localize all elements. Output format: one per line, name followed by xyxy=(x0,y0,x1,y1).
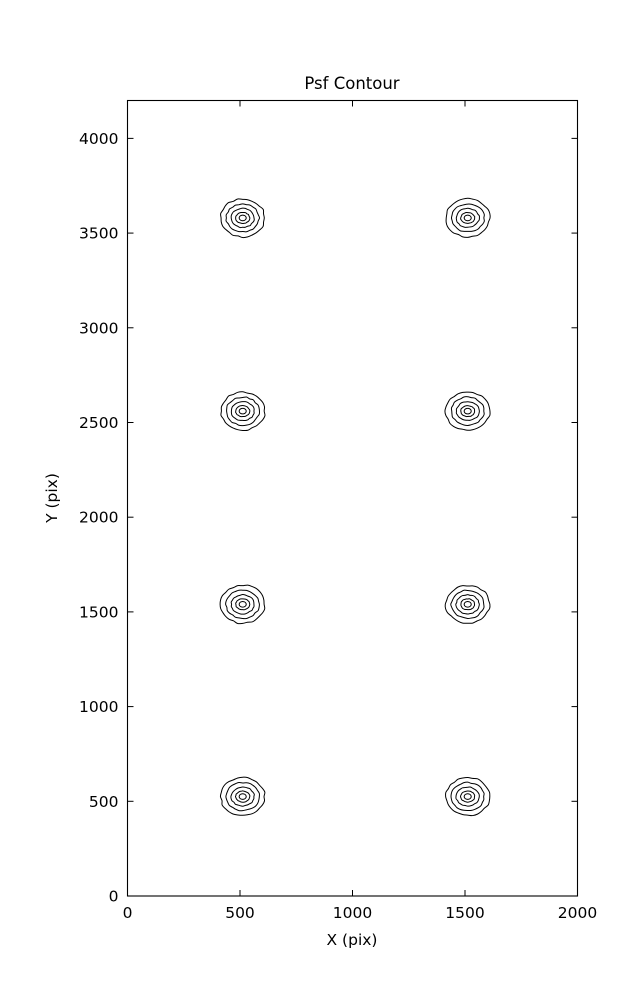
contour-ring xyxy=(226,396,260,427)
x-tick-label: 0 xyxy=(123,904,133,922)
x-axis-label: X (pix) xyxy=(327,931,378,949)
contour-ring xyxy=(230,207,255,229)
contour-ring xyxy=(450,203,485,232)
contour-ring xyxy=(460,790,476,803)
contour-ring xyxy=(455,207,480,228)
contour-ring xyxy=(450,589,485,619)
contour-ring xyxy=(235,211,251,224)
contour-ring xyxy=(219,584,266,625)
contour-ring xyxy=(455,786,480,807)
contour-ring xyxy=(445,197,491,238)
contour-ring xyxy=(238,407,247,415)
contour-ring xyxy=(230,401,255,422)
contour-ring xyxy=(238,601,247,608)
y-tick-label: 3000 xyxy=(79,319,118,337)
contour-ring xyxy=(450,396,485,426)
contour-ring xyxy=(445,777,491,817)
psf-contour-blob xyxy=(444,585,491,624)
x-tick-label: 2000 xyxy=(558,904,597,922)
contour-ring xyxy=(235,404,251,418)
y-tick-label: 3500 xyxy=(79,225,118,243)
x-tick-label: 1500 xyxy=(445,904,484,922)
psf-contour-blob xyxy=(219,584,266,625)
contour-ring xyxy=(463,407,472,415)
contour-ring xyxy=(460,211,476,224)
y-tick-label: 1500 xyxy=(79,603,118,621)
contour-ring xyxy=(225,782,260,812)
contour-ring xyxy=(238,793,247,800)
contour-ring xyxy=(463,793,472,800)
contour-ring xyxy=(225,589,260,620)
psf-contour-blob xyxy=(445,777,491,817)
contour-ring xyxy=(444,391,491,431)
contour-ring xyxy=(220,391,266,432)
contour-set xyxy=(219,197,491,817)
contour-ring xyxy=(455,401,480,421)
contour-ring xyxy=(463,214,472,222)
contour-ring xyxy=(230,593,255,615)
contour-ring xyxy=(234,790,251,803)
contour-ring xyxy=(460,405,476,418)
contour-ring xyxy=(444,585,491,624)
contour-ring xyxy=(225,203,261,233)
contour-ring xyxy=(450,781,485,812)
psf-contour-blob xyxy=(219,776,266,816)
x-axis-ticks: 0 500 1000 1500 2000 xyxy=(123,100,597,922)
contour-ring xyxy=(220,198,265,239)
y-tick-label: 2000 xyxy=(79,509,118,527)
x-tick-label: 500 xyxy=(225,904,255,922)
y-tick-label: 0 xyxy=(109,888,119,906)
y-axis-label: Y (pix) xyxy=(43,473,61,524)
psf-contour-blob xyxy=(445,197,491,238)
x-tick-label: 1000 xyxy=(333,904,372,922)
contour-ring xyxy=(455,594,480,615)
contour-ring xyxy=(463,601,472,608)
psf-contour-blob xyxy=(220,391,266,432)
y-tick-label: 1000 xyxy=(79,698,118,716)
contour-ring xyxy=(230,786,255,807)
contour-ring xyxy=(219,776,266,816)
y-tick-label: 500 xyxy=(89,793,119,811)
page-title: Psf Contour xyxy=(304,74,399,93)
y-tick-label: 2500 xyxy=(79,414,118,432)
contour-ring xyxy=(238,214,247,222)
y-axis-ticks: 0 500 1000 1500 2000 2500 3000 3500 4000 xyxy=(79,130,578,906)
contour-ring xyxy=(235,598,251,611)
contour-ring xyxy=(460,598,476,611)
psf-contour-blob xyxy=(444,391,491,431)
psf-contour-blob xyxy=(220,198,265,239)
y-tick-label: 4000 xyxy=(79,130,118,148)
